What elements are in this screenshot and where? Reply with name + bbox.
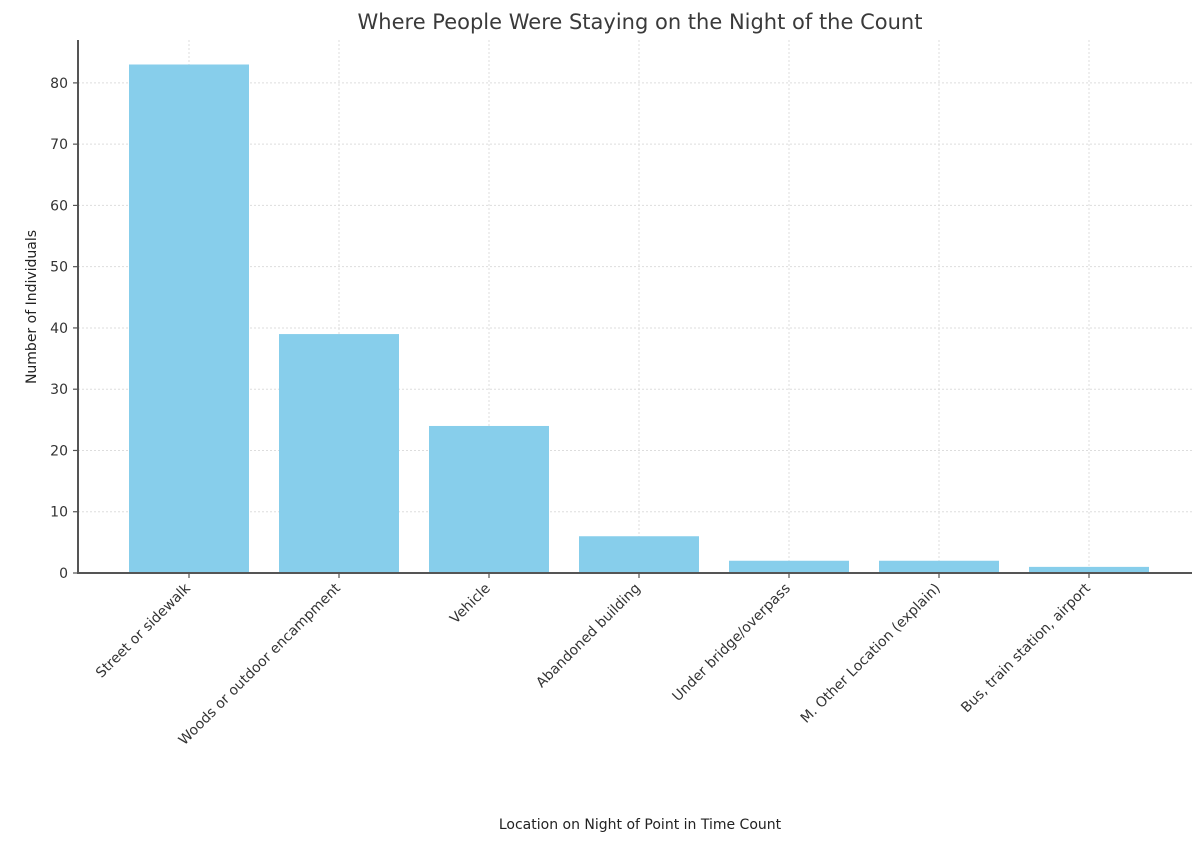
bar <box>429 425 549 573</box>
x-tick-label: Abandoned building <box>533 581 644 692</box>
bar <box>1029 566 1149 573</box>
bar <box>129 64 249 574</box>
bar <box>279 334 399 573</box>
y-tick-label: 80 <box>50 76 68 92</box>
x-tick-label: Bus, train station, airport <box>958 580 1094 716</box>
y-axis-label: Number of Individuals <box>24 230 40 384</box>
x-tick-label: M. Other Location (explain) <box>798 581 944 727</box>
axes-layer <box>77 40 1192 574</box>
y-tick-label: 30 <box>50 382 68 398</box>
y-tick-label: 50 <box>50 260 68 276</box>
y-tick-label: 60 <box>50 198 68 214</box>
y-tick-label: 70 <box>50 137 68 153</box>
x-axis-label: Location on Night of Point in Time Count <box>499 817 782 833</box>
x-tick-label: Street or sidewalk <box>93 580 194 681</box>
bar <box>579 536 699 573</box>
y-ticks-layer: 0 10 20 30 40 50 60 70 80 <box>50 76 78 582</box>
x-tick-label: Under bridge/overpass <box>670 581 794 705</box>
bar <box>879 560 999 573</box>
x-tick-label: Woods or outdoor encampment <box>176 580 344 748</box>
bar <box>729 560 849 573</box>
y-tick-label: 0 <box>59 566 68 582</box>
x-tick-label: Vehicle <box>447 581 494 628</box>
bars-layer <box>129 64 1149 574</box>
chart-title: Where People Were Staying on the Night o… <box>358 10 923 34</box>
y-tick-label: 10 <box>50 505 68 521</box>
y-tick-label: 40 <box>50 321 68 337</box>
y-tick-label: 20 <box>50 443 68 459</box>
